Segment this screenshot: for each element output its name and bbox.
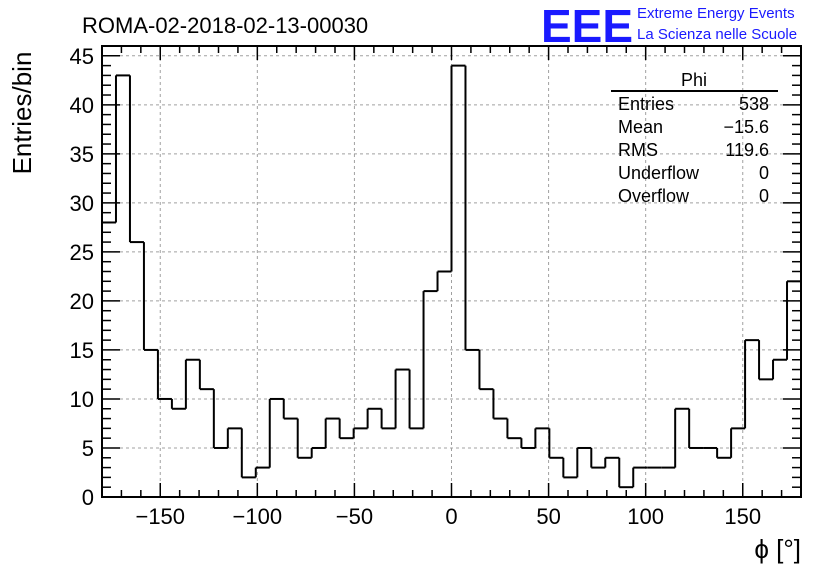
stats-label: Overflow — [618, 186, 690, 206]
stats-value: 0 — [759, 186, 769, 206]
stats-name: Phi — [681, 70, 707, 90]
y-tick-label: 30 — [70, 191, 94, 216]
stats-label: Entries — [618, 94, 674, 114]
tick-labels: −150 −100 −50 0 50 100 150 0 5 10 15 20 25 30 35 40 45 — [70, 44, 762, 529]
y-tick-label: 45 — [70, 44, 94, 69]
x-tick-label: 50 — [536, 504, 560, 529]
x-tick-label: 0 — [445, 504, 457, 529]
x-axis-label: ϕ [°] — [754, 534, 801, 564]
x-tick-label: −150 — [135, 504, 185, 529]
y-tick-label: 0 — [82, 485, 94, 510]
x-tick-label: −100 — [233, 504, 283, 529]
x-tick-label: 100 — [627, 504, 664, 529]
stats-box: Phi Entries 538 Mean −15.6 RMS 119.6 Underflow… — [611, 70, 778, 206]
brand-line-2: La Scienza nelle Scuole — [637, 26, 797, 43]
x-tick-label: −50 — [336, 504, 373, 529]
axis-ticks — [101, 45, 802, 498]
stats-label: RMS — [618, 140, 658, 160]
y-tick-label: 15 — [70, 338, 94, 363]
y-tick-label: 35 — [70, 142, 94, 167]
brand-line-1: Extreme Energy Events — [637, 5, 795, 22]
stats-label: Mean — [618, 117, 663, 137]
chart-title: ROMA-02-2018-02-13-00030 — [82, 13, 368, 38]
x-tick-label: 150 — [724, 504, 761, 529]
stats-label: Underflow — [618, 163, 700, 183]
y-tick-label: 40 — [70, 93, 94, 118]
stats-value: 119.6 — [725, 140, 769, 160]
histogram — [102, 64, 802, 489]
y-tick-label: 20 — [70, 289, 94, 314]
y-tick-label: 5 — [82, 436, 94, 461]
y-tick-label: 25 — [70, 240, 94, 265]
stats-value: 538 — [739, 94, 769, 114]
eee-logo: EEE — [541, 0, 633, 52]
y-axis-label: Entries/bin — [7, 52, 37, 175]
stats-value: 0 — [759, 163, 769, 183]
y-tick-label: 10 — [70, 387, 94, 412]
eee-logo-text: EEE — [541, 0, 633, 52]
stats-value: −15.6 — [723, 117, 769, 137]
stats-rows: Entries 538 Mean −15.6 RMS 119.6 Underflow 0 Ove… — [618, 94, 769, 206]
